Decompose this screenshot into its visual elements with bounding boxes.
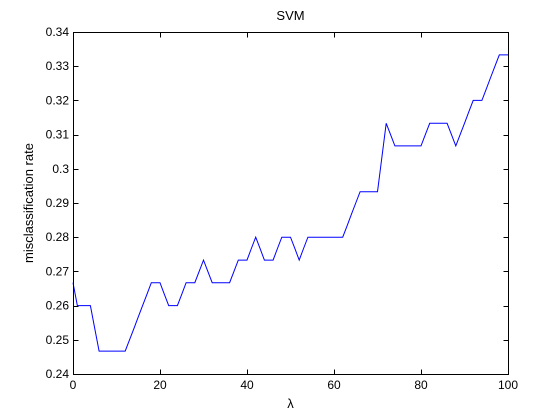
y-tick-label: 0.31	[46, 128, 70, 142]
x-tick-label: 60	[327, 378, 341, 392]
x-axis-label: λ	[287, 396, 294, 411]
y-tick-label: 0.25	[46, 333, 70, 347]
y-tick-label: 0.24	[46, 367, 70, 381]
series-line	[72, 54, 508, 352]
y-axis-label: misclassification rate	[21, 143, 36, 263]
x-tick-label: 40	[240, 378, 254, 392]
plot-area	[73, 32, 508, 374]
y-axis-ticks: 0.24 0.25 0.26 0.27 0.28 0.29 0.3 0.31 0.32 0.33 0…	[46, 25, 509, 381]
x-axis-ticks: 0 20 40 60 80 100	[70, 32, 518, 392]
y-tick-label: 0.29	[46, 196, 70, 210]
x-tick-label: 80	[414, 378, 428, 392]
axes-box	[73, 32, 509, 375]
x-tick-label: 20	[153, 378, 167, 392]
x-tick-label: 100	[498, 378, 518, 392]
y-tick-label: 0.33	[46, 59, 70, 73]
y-tick-label: 0.32	[46, 93, 70, 107]
x-tick-label: 0	[70, 378, 77, 392]
chart-title: SVM	[276, 8, 304, 23]
y-tick-label: 0.26	[46, 299, 70, 313]
y-tick-label: 0.3	[52, 162, 69, 176]
y-tick-label: 0.27	[46, 264, 70, 278]
y-tick-label: 0.34	[46, 25, 70, 39]
y-tick-label: 0.28	[46, 230, 70, 244]
